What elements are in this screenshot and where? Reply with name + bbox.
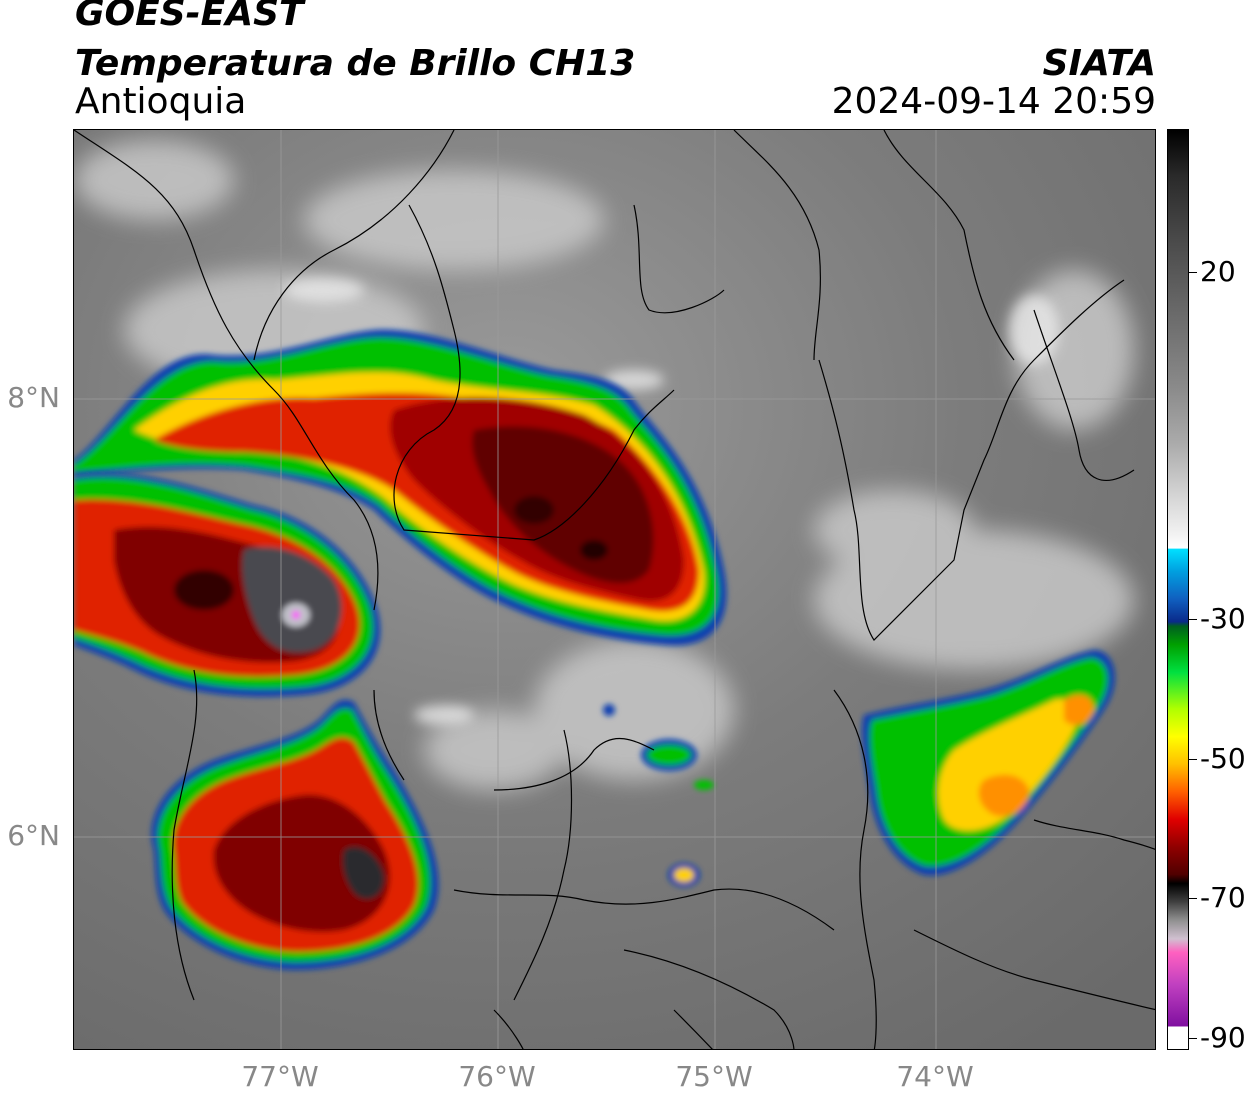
title-region: Antioquia <box>75 81 247 122</box>
lat-label-6n: 6°N <box>7 819 60 852</box>
title-satellite: GOES-EAST <box>75 0 304 34</box>
colorbar-tick <box>1189 759 1197 760</box>
title-timestamp: 2024-09-14 20:59 <box>831 81 1156 122</box>
colorbar-tick <box>1189 619 1197 620</box>
title-product: Temperatura de Brillo CH13 <box>75 43 636 84</box>
storm-southwest-cell <box>151 699 439 970</box>
colorbar <box>1167 129 1189 1050</box>
storm-northwest-band <box>74 329 727 646</box>
colorbar-label-minus90: -90 <box>1200 1021 1246 1054</box>
colorbar-tick <box>1189 898 1197 899</box>
storm-east-cell <box>861 650 1115 876</box>
lon-label-76w: 76°W <box>458 1060 536 1093</box>
lon-label-74w: 74°W <box>896 1060 974 1093</box>
lon-label-75w: 75°W <box>675 1060 753 1093</box>
colorbar-tick <box>1189 1038 1197 1039</box>
colorbar-label-minus50: -50 <box>1200 742 1246 775</box>
colorbar-tick <box>1189 272 1197 273</box>
title-organization: SIATA <box>1042 43 1156 84</box>
storm-west-cell <box>74 472 381 697</box>
colorbar-label-20: 20 <box>1200 255 1236 288</box>
colorbar-label-minus30: -30 <box>1200 602 1246 635</box>
graticule <box>74 130 1155 1049</box>
colorbar-label-minus70: -70 <box>1200 881 1246 914</box>
admin-boundaries <box>74 130 1155 1049</box>
satellite-map[interactable] <box>73 129 1156 1050</box>
small-convective-cells <box>603 704 714 887</box>
lat-label-8n: 8°N <box>7 381 60 414</box>
lon-label-77w: 77°W <box>241 1060 319 1093</box>
